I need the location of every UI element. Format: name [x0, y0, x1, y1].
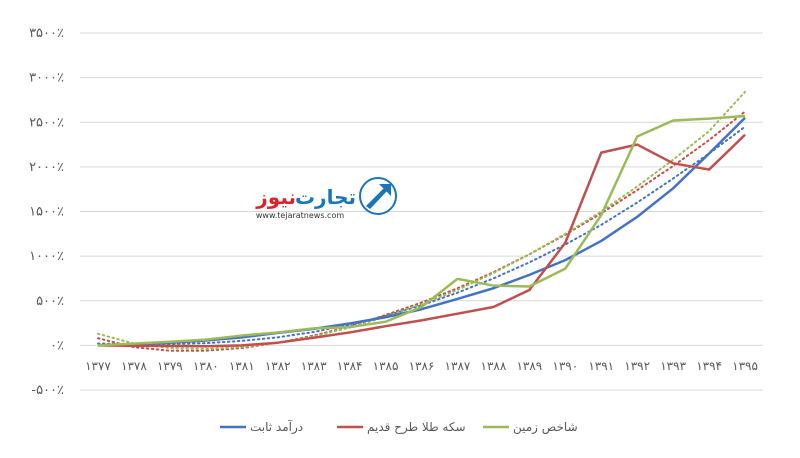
y-tick-label: ۰٪ [50, 338, 64, 353]
x-tick-label: ۱۳۸۷ [445, 359, 471, 373]
y-tick-label: ۱۰۰۰٪ [29, 249, 64, 264]
logo-name-part1: تجارت [295, 185, 356, 209]
logo-arrowhead-icon [379, 184, 391, 196]
x-tick-label: ۱۳۹۵ [732, 359, 758, 373]
legend-label: سکه طلا طرح قدیم [367, 420, 466, 435]
x-axis-ticks: ۱۳۷۷ ۱۳۷۸ ۱۳۷۹ ۱۳۸۰ ۱۳۸۱ ۱۳۸۲ ۱۳۸۳ ۱۳۸۴ ۱۳۸۵ ۱۳۸۶… [85, 359, 758, 373]
x-tick-label: ۱۳۸۸ [481, 359, 507, 373]
y-tick-label: ۳۵۰۰٪ [29, 26, 64, 41]
x-tick-label: ۱۳۹۴ [696, 359, 722, 373]
x-tick-label: ۱۳۷۹ [157, 359, 183, 373]
x-tick-label: ۱۳۸۲ [265, 359, 291, 373]
x-tick-label: ۱۳۹۲ [624, 359, 650, 373]
x-tick-label: ۱۳۸۰ [193, 359, 219, 373]
x-tick-label: ۱۳۸۶ [409, 359, 435, 373]
y-tick-label: ۱۵۰۰٪ [29, 205, 64, 220]
x-tick-label: ۱۳۹۱ [588, 359, 614, 373]
series-lines [97, 114, 746, 348]
series-line-0 [97, 116, 746, 347]
legend-label: درآمد ثابت [250, 419, 303, 435]
logo-arrow-icon [366, 186, 389, 209]
y-tick-label: ۳۰۰۰٪ [29, 71, 64, 86]
x-tick-label: ۱۳۸۱ [229, 359, 255, 373]
trendline-1 [96, 110, 747, 352]
x-tick-label: ۱۳۸۹ [516, 359, 542, 373]
x-tick-label: ۱۳۸۴ [337, 359, 363, 373]
y-tick-label: ۵۰۰٪ [36, 294, 64, 309]
y-tick-label: ۲۵۰۰٪ [29, 115, 64, 130]
x-tick-label: ۱۳۹۰ [552, 359, 578, 373]
legend-item-land-index: شاخص زمین [483, 420, 578, 435]
x-tick-label: ۱۳۸۳ [301, 359, 327, 373]
logo-name-part2: نیوز [255, 185, 296, 209]
legend-item-gold-coin: سکه طلا طرح قدیم [337, 420, 466, 435]
tejarat-news-logo: تجارت نیوز www.tejaratnews.com [255, 177, 397, 220]
legend: درآمد ثابت سکه طلا طرح قدیم شاخص زمین [220, 419, 578, 435]
x-tick-label: ۱۳۷۷ [85, 359, 111, 373]
legend-item-fixed-income: درآمد ثابت [220, 419, 303, 435]
x-tick-label: ۱۳۸۵ [373, 359, 399, 373]
trendline-0 [96, 125, 747, 346]
series-line-1 [97, 133, 746, 348]
trendline-2 [96, 90, 747, 350]
y-tick-label: -۵۰۰٪ [31, 383, 64, 398]
trendlines [96, 90, 747, 352]
x-tick-label: ۱۳۹۳ [660, 359, 686, 373]
y-axis-ticks: ۳۵۰۰٪ ۳۰۰۰٪ ۲۵۰۰٪ ۲۰۰۰٪ ۱۵۰۰٪ ۱۰۰۰٪ ۵۰۰٪ ۰٪ -۵۰۰… [29, 26, 64, 398]
legend-label: شاخص زمین [513, 420, 578, 435]
y-tick-label: ۲۰۰۰٪ [29, 160, 64, 175]
x-tick-label: ۱۳۷۸ [121, 359, 147, 373]
logo-url: www.tejaratnews.com [256, 211, 344, 220]
series-line-2 [97, 114, 746, 347]
gridlines [80, 32, 763, 391]
